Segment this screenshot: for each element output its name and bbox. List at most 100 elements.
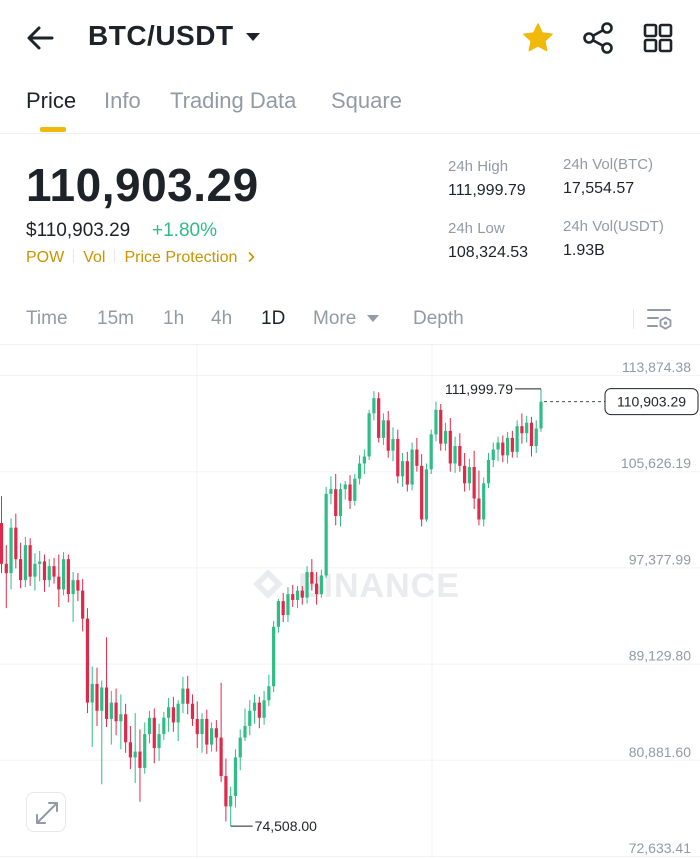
candle-body	[400, 461, 405, 477]
vol-usdt-label: 24h Vol(USDT)	[563, 218, 664, 235]
candle-body	[338, 489, 343, 516]
candle-body	[219, 737, 223, 777]
candle-body	[463, 465, 467, 484]
chart-settings-icon[interactable]	[646, 306, 674, 332]
candle-body	[14, 527, 18, 560]
candle-body	[300, 590, 304, 598]
candle-body	[209, 728, 214, 745]
candle-body	[114, 702, 118, 722]
tab-square[interactable]: Square	[331, 88, 402, 113]
last-price: 110,903.29	[26, 159, 259, 211]
candle-body	[57, 576, 61, 590]
current-price-box	[604, 388, 699, 416]
candle-body	[100, 687, 104, 711]
candle-body	[143, 734, 147, 768]
candle-body	[171, 707, 175, 723]
grid-icon[interactable]	[640, 20, 676, 56]
candle-body	[66, 559, 70, 595]
tag-price-protection[interactable]: Price Protection	[124, 249, 238, 266]
candle-body	[334, 489, 338, 516]
interval-1d[interactable]: 1D	[261, 308, 286, 329]
candle-body	[133, 751, 137, 758]
candle-body	[343, 484, 347, 490]
candle-body	[482, 483, 486, 520]
candle-body	[357, 463, 362, 479]
candle-body	[515, 426, 519, 452]
candle-body	[391, 439, 395, 451]
candle-body	[147, 717, 152, 735]
interval-15m[interactable]: 15m	[97, 308, 134, 329]
candle-body	[186, 688, 190, 704]
candle-body	[439, 409, 443, 444]
interval-1h[interactable]: 1h	[163, 308, 185, 329]
candle-body	[443, 430, 448, 444]
candle-body	[472, 467, 476, 499]
candle-body	[257, 702, 261, 718]
candle-body	[195, 718, 199, 735]
candle-body	[190, 703, 195, 719]
tag-row: POW Vol Price Protection	[26, 249, 256, 267]
tab-trading-data[interactable]: Trading Data	[170, 88, 297, 113]
candle-body	[90, 683, 94, 703]
candle-body	[167, 707, 171, 718]
candle-body	[281, 601, 285, 616]
y-tick-label: 80,881.60	[629, 744, 691, 760]
tag-pow[interactable]: POW	[26, 249, 65, 266]
tab-price[interactable]: Price	[26, 88, 77, 113]
top-bar: BTC/USDT	[0, 0, 700, 76]
candle-body	[396, 439, 400, 477]
interval-4h[interactable]: 4h	[211, 308, 233, 329]
candle-body	[71, 580, 75, 595]
active-tab-indicator	[40, 127, 66, 132]
low-label: 24h Low	[448, 220, 505, 237]
interval-depth[interactable]: Depth	[413, 308, 464, 329]
candle-body	[377, 398, 381, 438]
candle-body	[453, 446, 457, 464]
vol-usdt-value: 1.93B	[563, 242, 605, 259]
high-value: 111,999.79	[448, 182, 526, 199]
interval-time[interactable]: Time	[26, 308, 68, 329]
expand-icon	[36, 802, 58, 824]
candle-body	[243, 725, 247, 738]
interval-more[interactable]: More	[313, 308, 357, 329]
candle-body	[272, 626, 276, 687]
caret-down-icon[interactable]	[244, 31, 262, 43]
candle-body	[109, 702, 113, 719]
tab-info[interactable]: Info	[104, 88, 141, 113]
candle-body	[233, 757, 238, 796]
candle-body	[510, 437, 514, 452]
candle-body	[424, 469, 429, 520]
share-icon[interactable]	[580, 20, 616, 56]
candle-body	[362, 456, 366, 464]
candle-body	[319, 575, 323, 595]
y-tick-label: 105,626.19	[621, 455, 691, 471]
candle-body	[267, 686, 271, 701]
chevron-right-icon[interactable]	[246, 251, 256, 263]
expand-chart-button[interactable]	[26, 792, 66, 832]
candle-body	[405, 461, 409, 485]
candle-body	[329, 489, 333, 494]
candle-body	[310, 571, 314, 584]
candle-body	[157, 734, 161, 749]
caret-down-icon[interactable]	[366, 314, 380, 323]
candle-body	[23, 545, 27, 581]
candle-body	[429, 434, 433, 470]
candle-body	[415, 449, 419, 466]
candle-body	[467, 467, 471, 484]
arrow-left-icon[interactable]	[22, 22, 58, 54]
candle-body	[291, 594, 295, 600]
candle-body	[47, 566, 51, 581]
star-icon[interactable]	[520, 20, 556, 56]
candlestick-chart[interactable]: BINANCE113,874.38105,626.1997,377.9989,1…	[0, 345, 700, 859]
y-tick-label: 113,874.38	[622, 359, 691, 375]
candle-body	[525, 422, 529, 434]
tag-vol[interactable]: Vol	[83, 249, 106, 266]
candle-body	[124, 714, 128, 743]
pair-title[interactable]: BTC/USDT	[88, 20, 234, 51]
candle-body	[205, 718, 209, 745]
candle-body	[176, 703, 180, 723]
candle-body	[33, 563, 37, 577]
separator	[633, 309, 634, 329]
candle-body	[458, 446, 462, 466]
candle-body	[539, 401, 543, 429]
